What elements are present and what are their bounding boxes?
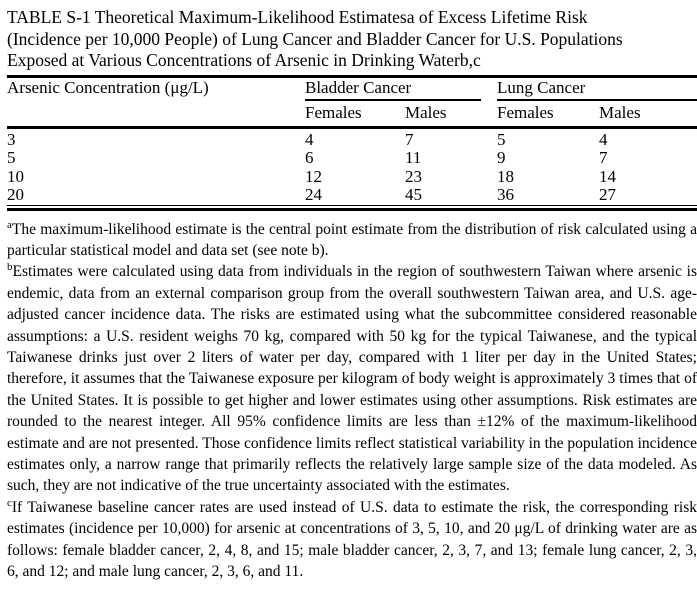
column-header-lung-females: Females bbox=[497, 100, 600, 129]
cell-concentration: 3 bbox=[7, 129, 16, 149]
table-row: 20 24 45 36 27 bbox=[7, 186, 697, 205]
table-header-sex-row: Females Males Females Males bbox=[7, 100, 697, 129]
cell-lung-males: 14 bbox=[599, 167, 617, 186]
table-row: 5 6 11 9 7 bbox=[7, 149, 697, 168]
cell-lung-males: 4 bbox=[599, 129, 608, 149]
cell-concentration: 20 bbox=[7, 186, 24, 204]
footnote-c-text: If Taiwanese baseline cancer rates are u… bbox=[7, 498, 697, 580]
cell-bladder-females: 4 bbox=[305, 129, 314, 149]
column-header-arsenic-concentration: Arsenic Concentration (μg/L) bbox=[7, 76, 305, 129]
cell-bladder-females: 12 bbox=[305, 167, 322, 186]
footnote-b-text: Estimates were calculated using data fro… bbox=[7, 263, 697, 495]
footnote-c-marker: c bbox=[7, 496, 12, 509]
footnote-a-text: The maximum-likelihood estimate is the c… bbox=[7, 220, 697, 259]
footnotes-section: aThe maximum-likelihood estimate is the … bbox=[7, 219, 697, 583]
table-bottom-rule bbox=[7, 207, 697, 211]
footnote-a-marker: a bbox=[7, 218, 12, 231]
cell-lung-males: 27 bbox=[599, 186, 617, 204]
cell-lung-females: 36 bbox=[497, 186, 515, 204]
cell-lung-females: 18 bbox=[497, 167, 515, 186]
group-header-bladder-cancer-label: Bladder Cancer bbox=[305, 78, 482, 101]
group-header-lung-cancer: Lung Cancer bbox=[497, 76, 697, 101]
column-header-lung-males: Males bbox=[599, 100, 697, 129]
cell-lung-females: 5 bbox=[497, 129, 506, 149]
group-header-bladder-cancer: Bladder Cancer bbox=[305, 76, 497, 101]
cell-bladder-females: 24 bbox=[305, 186, 322, 204]
cell-concentration: 10 bbox=[7, 167, 24, 186]
footnote-c: cIf Taiwanese baseline cancer rates are … bbox=[7, 497, 697, 583]
cell-bladder-males: 45 bbox=[405, 186, 422, 204]
footnote-b: bEstimates were calculated using data fr… bbox=[7, 261, 697, 496]
table-row: 3 4 7 5 4 bbox=[7, 127, 697, 149]
cell-bladder-females: 6 bbox=[305, 149, 314, 167]
table-header-group-row: Arsenic Concentration (μg/L) Bladder Can… bbox=[7, 76, 697, 129]
cell-bladder-males: 11 bbox=[405, 149, 422, 167]
table-row: 10 12 23 18 14 bbox=[7, 168, 697, 187]
footnote-b-marker: b bbox=[7, 261, 13, 274]
risk-table: Arsenic Concentration (μg/L) Bladder Can… bbox=[7, 74, 697, 206]
table-title: TABLE S-1 Theoretical Maximum-Likelihood… bbox=[7, 7, 623, 70]
column-header-bladder-males: Males bbox=[405, 100, 498, 129]
cell-lung-females: 9 bbox=[497, 149, 506, 167]
cell-bladder-males: 7 bbox=[405, 129, 414, 149]
cell-lung-males: 7 bbox=[599, 149, 608, 167]
group-header-lung-cancer-label: Lung Cancer bbox=[497, 78, 697, 101]
cell-bladder-males: 23 bbox=[405, 167, 422, 186]
column-header-bladder-females: Females bbox=[305, 100, 405, 129]
cell-concentration: 5 bbox=[7, 149, 16, 167]
footnote-a: aThe maximum-likelihood estimate is the … bbox=[7, 219, 697, 262]
